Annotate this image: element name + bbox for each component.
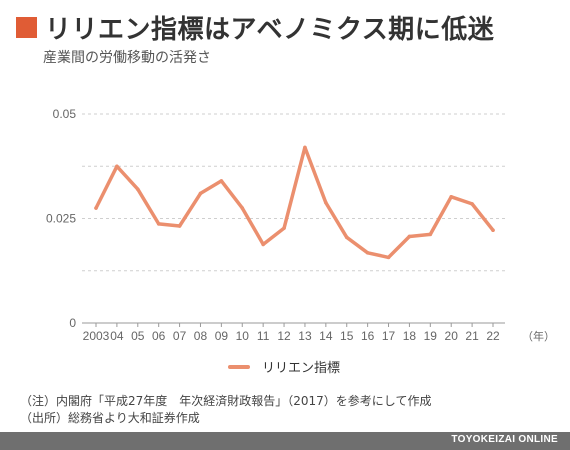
data-point [219, 179, 224, 183]
notes: （注）内閣府「平成27年度 年次経済財政報告」（2017）を参考にして作成 （出… [20, 393, 431, 427]
x-tick-label: 17 [382, 329, 396, 343]
data-point [198, 191, 203, 196]
x-tick-label: 16 [361, 329, 375, 343]
data-point [449, 194, 454, 199]
grid-lines [82, 113, 505, 272]
data-point [344, 235, 349, 240]
data-point [324, 200, 328, 205]
y-tick-label: 0 [69, 316, 76, 330]
data-point [94, 206, 98, 210]
brand-label: TOYOKEIZAI ONLINE [451, 434, 558, 445]
axes [82, 322, 505, 327]
data-point [240, 206, 245, 210]
series-layer [94, 145, 495, 260]
data-point [135, 187, 140, 192]
x-tick-label: 19 [424, 329, 438, 343]
data-point [115, 164, 119, 169]
x-tick-label: 10 [236, 329, 250, 343]
series-line [94, 145, 495, 260]
y-tick-label: 0.05 [53, 107, 77, 121]
x-tick-label: 22 [486, 329, 500, 343]
legend-swatch [228, 364, 250, 369]
x-tick-label: 14 [319, 329, 333, 343]
x-tick-label: 05 [131, 329, 145, 343]
data-point [491, 228, 495, 233]
data-point [428, 232, 433, 237]
title-marker [16, 16, 37, 38]
x-tick-label: 15 [340, 329, 354, 343]
chart-subtitle: 産業間の労働移動の活発さ [43, 50, 211, 66]
x-tick-label: 18 [403, 329, 417, 343]
x-tick-label: 08 [194, 329, 208, 343]
x-tick-label: 04 [110, 329, 124, 343]
title-row: リリエン指標はアベノミクス期に低迷 [16, 10, 495, 45]
x-tick-label: 09 [215, 329, 229, 343]
x-tick-label: 06 [152, 329, 166, 343]
x-tick-label: 2003 [83, 329, 110, 343]
x-tick-label: 12 [277, 329, 291, 343]
x-tick-label: 21 [465, 329, 479, 343]
data-point [261, 242, 265, 247]
x-unit-label: （年） [522, 329, 555, 343]
data-point [386, 255, 391, 260]
data-point [365, 250, 370, 255]
x-tick-label: 11 [257, 329, 270, 343]
data-point [303, 145, 307, 150]
data-point [407, 234, 412, 239]
y-tick-label: 0.025 [46, 212, 76, 226]
data-point [177, 224, 182, 228]
legend: リリエン指標 [228, 357, 340, 376]
note-line: （注）内閣府「平成27年度 年次経済財政報告」（2017）を参考にして作成 [20, 394, 432, 408]
x-tick-label: 07 [173, 329, 187, 343]
tick-labels: 0 0.025 0.05 2003 04 05 06 07 08 09 10 11 12 13 14 15 16… [46, 107, 555, 343]
x-tick-label: 13 [298, 329, 312, 343]
data-point [470, 202, 474, 206]
x-tick-label: 20 [445, 329, 459, 343]
data-point [156, 222, 161, 226]
line-chart: 0 0.025 0.05 2003 04 05 06 07 08 09 10 11 12 13 14 15 16… [46, 107, 555, 343]
data-point [282, 226, 286, 230]
note-line: （出所）総務省より大和証券作成 [20, 411, 200, 425]
legend-label: リリエン指標 [262, 361, 341, 376]
chart-title: リリエン指標はアベノミクス期に低迷 [45, 14, 495, 45]
footer-bar: TOYOKEIZAI ONLINE [0, 432, 570, 450]
